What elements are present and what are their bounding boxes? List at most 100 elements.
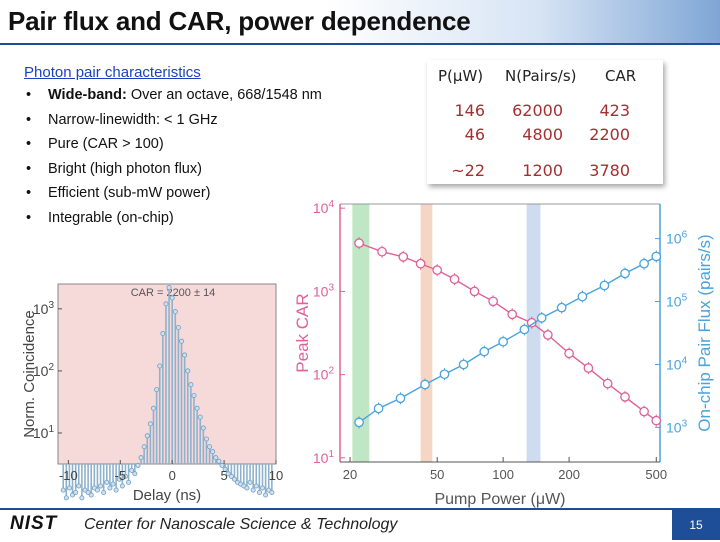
data-point [543, 330, 553, 340]
bullet-text: Narrow-linewidth: < 1 GHz [48, 111, 218, 128]
data-point [488, 296, 498, 307]
histogram-point [73, 489, 79, 495]
x-tick-label: 20 [343, 467, 357, 482]
data-point [354, 417, 364, 428]
y-right-tick-label: 103 [666, 418, 688, 435]
histogram-point [126, 479, 132, 485]
histogram-point [163, 301, 169, 307]
histogram-point [154, 387, 160, 393]
table-cell: 2200 [589, 125, 630, 144]
histogram-point [129, 467, 135, 473]
y-axis-label: Norm. Coincidence [21, 310, 38, 438]
bullet-bold: Wide-band: [48, 87, 127, 103]
x-tick-label: 10 [269, 468, 283, 483]
histogram-point [122, 473, 128, 479]
nist-logo: NIST [10, 513, 58, 534]
histogram-point [70, 492, 76, 498]
bullet-item: • Pure (CAR > 100) [26, 135, 322, 160]
histogram-point [197, 414, 203, 420]
bullet-item: • Wide-band: Over an octave, 668/1548 nm [26, 86, 322, 111]
title-bar [0, 0, 720, 44]
slide-title: Pair flux and CAR, power dependence [8, 6, 471, 36]
x-tick-label: -10 [59, 468, 78, 483]
x-axis-label: Delay (ns) [133, 487, 201, 504]
data-point [377, 246, 387, 257]
x-tick-label: 100 [492, 467, 514, 482]
data-point [536, 313, 547, 323]
histogram-point [110, 481, 116, 487]
table-cell: 62000 [512, 101, 563, 120]
histogram-point [88, 492, 94, 498]
data-point [526, 317, 537, 328]
histogram-point [60, 487, 66, 493]
bullet-item: • Bright (high photon flux) [26, 160, 322, 185]
histogram-point [101, 489, 107, 495]
bullet-text: Efficient (sub-mW power) [48, 185, 211, 202]
y-left-tick-label: 102 [313, 366, 335, 383]
x-tick-label: 5 [220, 468, 227, 483]
histogram-point [256, 489, 262, 495]
histogram-point [188, 382, 194, 388]
data-point [507, 309, 518, 320]
histogram-point [107, 485, 113, 491]
data-point [564, 348, 574, 359]
data-point [373, 403, 384, 414]
histogram-point [263, 492, 269, 498]
x-tick-label: 50 [430, 467, 444, 482]
histogram-point [219, 462, 225, 468]
bullet-item: • Narrow-linewidth: < 1 GHz [26, 111, 322, 136]
data-point [354, 238, 364, 248]
histogram-point [222, 466, 228, 472]
y-right-tick-label: 106 [666, 230, 688, 247]
histogram-point [98, 483, 104, 489]
page-number: 15 [672, 510, 720, 540]
data-point [620, 268, 630, 279]
data-point [639, 406, 649, 417]
histogram-title: CAR = 2200 ± 14 [131, 287, 216, 299]
histogram-point [113, 487, 119, 493]
x-axis-label: Pump Power (μW) [434, 491, 565, 508]
bullet-text: Over an octave, 668/1548 nm [126, 87, 322, 103]
highlight-band [352, 204, 370, 462]
table-cell: 46 [464, 125, 485, 144]
histogram-point [172, 309, 178, 315]
x-tick-label: 500 [645, 467, 667, 482]
histogram-point [104, 479, 110, 485]
histogram-point [253, 483, 259, 489]
histogram-point [79, 495, 85, 501]
data-point [583, 363, 594, 373]
histogram-point [191, 393, 197, 399]
bullet-item: • Integrable (on-chip) [26, 209, 322, 234]
histogram-point [228, 473, 234, 479]
histogram-point [76, 483, 82, 489]
histogram-point [147, 421, 153, 427]
table-header-car: CAR [605, 67, 637, 85]
data-point [577, 291, 588, 302]
highlight-band [526, 204, 541, 462]
data-point [651, 251, 662, 262]
bullet-dot: • [26, 160, 32, 177]
bullet-dot: • [26, 87, 32, 103]
histogram-point [63, 495, 69, 501]
histogram-point [207, 444, 213, 450]
histogram-point [119, 483, 125, 489]
data-point [556, 302, 567, 313]
histogram-point [213, 455, 219, 461]
org-name: Center for Nanoscale Science & Technolog… [84, 516, 398, 533]
x-tick-label: 200 [558, 467, 580, 482]
histogram-point [216, 458, 222, 464]
histogram-point [203, 436, 209, 442]
bullet-text: Integrable (on-chip) [48, 209, 174, 226]
y-left-axis-label: Peak CAR [293, 293, 312, 372]
data-point [602, 378, 613, 389]
histogram-point [85, 489, 91, 495]
histogram-point [200, 425, 206, 431]
table-cell: 3780 [589, 161, 630, 180]
table-cell: 1200 [522, 161, 563, 180]
data-point [620, 392, 630, 402]
table-header-power: P(μW) [438, 67, 484, 85]
histogram-point [244, 485, 250, 491]
histogram-point [260, 485, 266, 491]
characteristics-list: • Wide-band: Over an octave, 668/1548 nm •… [26, 86, 322, 234]
table-header-pairs: N(Pairs/s) [505, 67, 577, 85]
